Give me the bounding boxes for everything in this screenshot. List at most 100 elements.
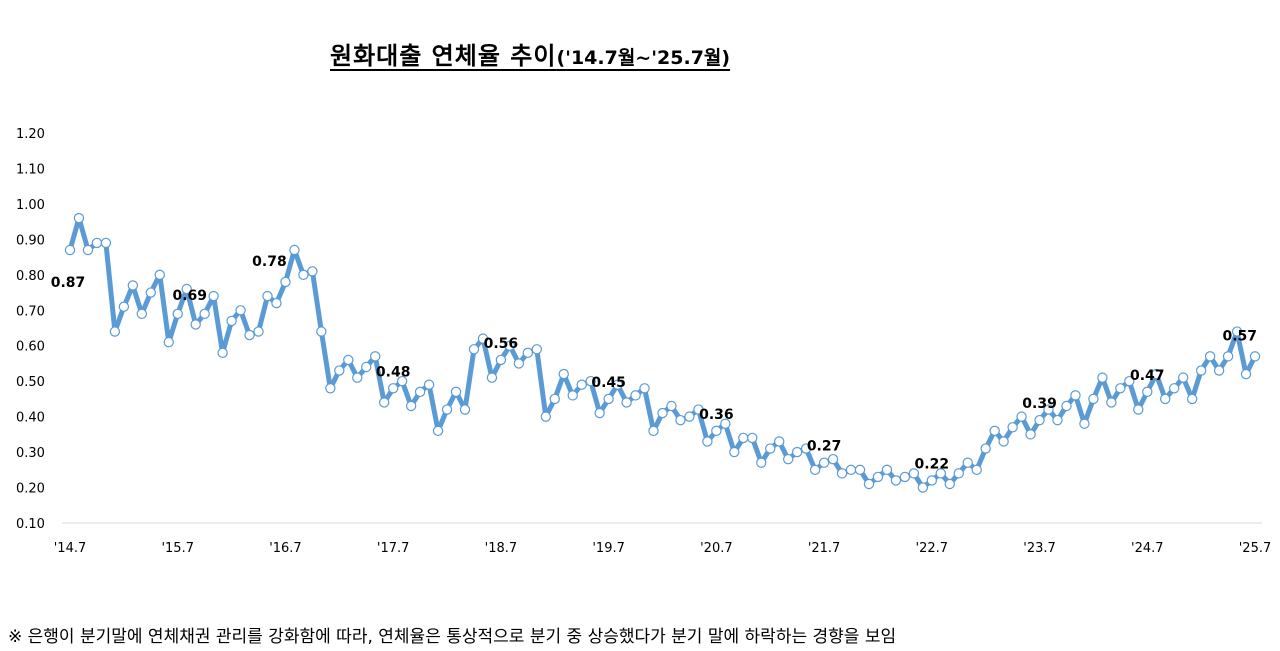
- data-point: [253, 326, 264, 337]
- data-point: [361, 361, 372, 373]
- data-point: [1097, 372, 1108, 383]
- x-tick-label: '21.7: [808, 541, 841, 556]
- data-point: [1160, 393, 1171, 405]
- data-point: [280, 276, 291, 288]
- data-point: [100, 237, 112, 249]
- data-point: [612, 379, 623, 390]
- data-point: [980, 443, 991, 454]
- y-tick-label: 0.50: [16, 375, 45, 390]
- data-point: [1016, 411, 1027, 422]
- data-point: [325, 383, 336, 394]
- data-point: [1025, 429, 1036, 440]
- data-point: [675, 414, 686, 426]
- data-point: [711, 425, 722, 437]
- data-point: [379, 397, 390, 408]
- data-point: [163, 336, 174, 348]
- data-point: [926, 475, 938, 486]
- data-point: [908, 468, 920, 479]
- data-point: [558, 368, 569, 380]
- data-point: [235, 305, 246, 316]
- data-point: [747, 432, 758, 444]
- data-label: 0.39: [1022, 396, 1057, 412]
- data-point: [118, 301, 130, 312]
- data-point: [989, 425, 1000, 437]
- data-label: 0.87: [51, 275, 86, 291]
- data-point: [863, 478, 875, 490]
- data-point: [459, 404, 471, 415]
- data-point: [818, 457, 830, 468]
- data-point: [899, 471, 911, 483]
- data-point: [387, 383, 399, 394]
- data-point: [352, 372, 363, 383]
- data-point: [64, 244, 76, 256]
- data-point: [827, 453, 839, 465]
- data-point: [684, 411, 695, 422]
- data-label: 0.78: [252, 254, 287, 270]
- data-point: [998, 436, 1009, 447]
- y-tick-label: 1.10: [16, 162, 45, 177]
- x-tick-label: '18.7: [485, 541, 518, 556]
- data-point: [890, 475, 902, 486]
- data-point: [513, 358, 525, 369]
- data-point: [145, 287, 156, 298]
- x-tick-label: '14.7: [54, 541, 87, 556]
- data-point: [432, 425, 444, 437]
- data-point: [477, 333, 489, 344]
- data-label: 0.48: [376, 364, 411, 380]
- data-point: [1043, 404, 1054, 415]
- y-tick-label: 0.40: [16, 411, 45, 426]
- data-point: [154, 269, 165, 281]
- x-tick-label: '23.7: [1023, 541, 1056, 556]
- data-point: [289, 244, 300, 256]
- data-point: [208, 290, 219, 302]
- y-tick-label: 0.60: [16, 340, 45, 355]
- data-point: [800, 443, 812, 454]
- data-point: [271, 297, 282, 309]
- data-point: [836, 468, 848, 479]
- data-point: [809, 464, 821, 476]
- data-point: [881, 464, 893, 476]
- data-point: [621, 397, 632, 408]
- data-point: [782, 453, 794, 465]
- data-point: [531, 344, 543, 355]
- data-point: [693, 404, 704, 415]
- y-tick-label: 0.80: [16, 269, 45, 284]
- data-point: [1249, 351, 1261, 362]
- data-point: [935, 468, 946, 479]
- data-point: [567, 390, 578, 401]
- data-point: [639, 383, 650, 394]
- line-chart: 1.20 1.10 1.00 0.90 0.80 0.70 0.60 0.50 0.40 0.30…: [16, 127, 1271, 556]
- data-point: [917, 482, 929, 493]
- data-point: [845, 464, 857, 476]
- data-point: [549, 393, 560, 405]
- data-point: [1177, 372, 1189, 383]
- x-tick-label: '22.7: [916, 541, 949, 556]
- data-point: [82, 244, 94, 256]
- data-point: [405, 400, 417, 412]
- data-point: [441, 404, 453, 415]
- data-point: [522, 347, 534, 359]
- data-point: [720, 418, 731, 429]
- data-point: [603, 393, 614, 405]
- data-point: [540, 411, 551, 422]
- data-point: [486, 372, 498, 383]
- data-point: [630, 390, 641, 401]
- data-point: [1124, 375, 1135, 387]
- data-point: [1088, 393, 1099, 405]
- data-point: [585, 375, 596, 387]
- data-point: [1240, 368, 1252, 380]
- series-line: [67, 215, 1258, 490]
- y-tick-label: 1.00: [16, 198, 45, 213]
- y-tick-label: 0.70: [16, 304, 45, 319]
- data-point: [1186, 393, 1198, 405]
- data-point: [1034, 414, 1045, 426]
- data-point: [1204, 351, 1216, 362]
- data-point: [1115, 383, 1126, 394]
- footnote: ※ 은행이 분기말에 연체채권 관리를 강화함에 따라, 연체율은 통상적으로 …: [8, 627, 897, 647]
- data-point: [199, 308, 210, 320]
- data-point: [648, 425, 659, 437]
- data-point: [1133, 404, 1144, 415]
- data-point: [226, 315, 237, 327]
- data-point: [127, 280, 139, 291]
- data-point: [962, 457, 973, 468]
